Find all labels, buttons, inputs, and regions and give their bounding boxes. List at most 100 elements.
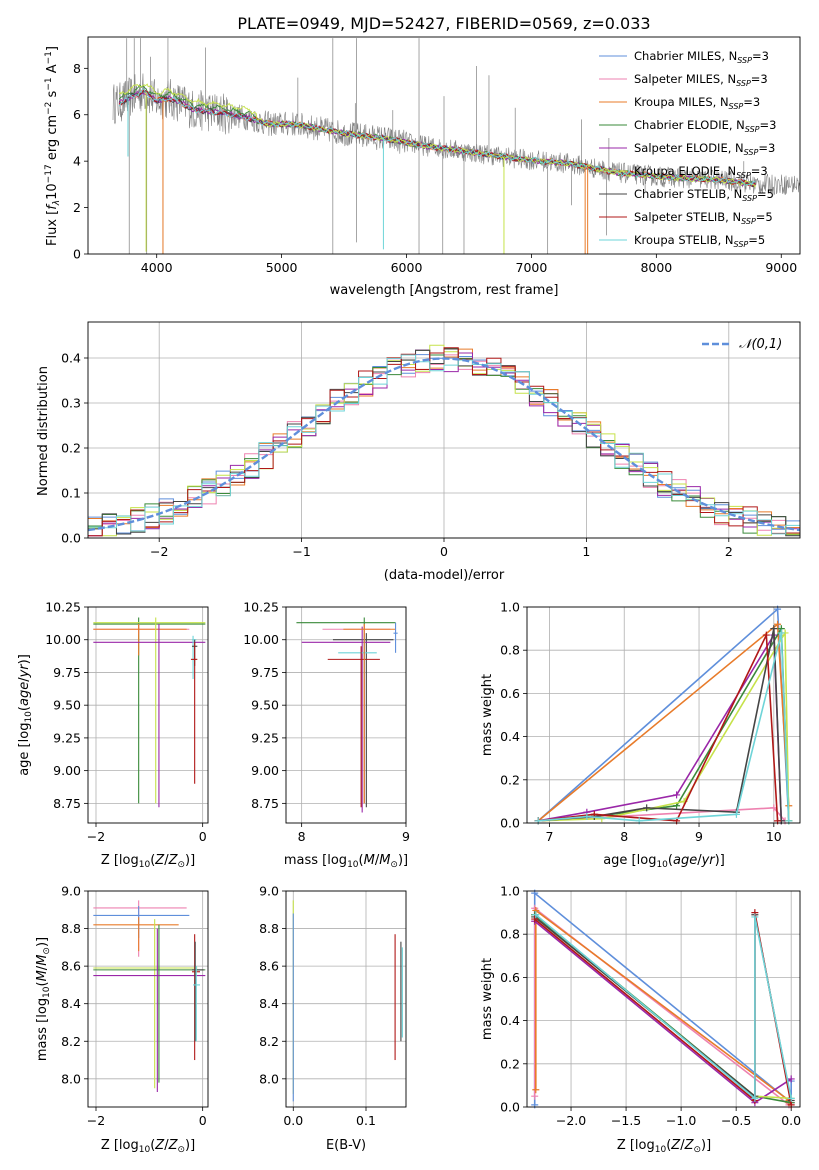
mass-weight-vs-Z-marker-8-2: [751, 913, 759, 921]
mass-vs-Z-ytick-label-5: 9.0: [61, 884, 81, 899]
mass-vs-Z-ytick-label-1: 8.2: [61, 1034, 81, 1049]
age-vs-mass-x-label: mass [log10(M/M⊙)]: [284, 853, 408, 870]
spectrum-legend-subscript-7: SSP: [741, 217, 756, 226]
mass-weight-vs-age-marker-4-2: [673, 791, 681, 799]
svg-text:mass [log10(M/M⊙)]: mass [log10(M/M⊙)]: [35, 937, 52, 1061]
mass-vs-ebv-ytick-label-3: 8.6: [259, 959, 279, 974]
mass-weight-vs-Z-xtick-label-0: −2.0: [556, 1113, 586, 1128]
spectrum-frame: [87, 36, 801, 255]
mass-vs-ebv-xtick-label-0: 0.0: [283, 1113, 303, 1128]
mass-weight-vs-Z-series-8: [535, 914, 792, 1101]
residuals-legend: 𝒩(0,1): [702, 337, 782, 352]
spectrum-legend-label-3: Chabrier ELODIE, NSSP=3: [634, 118, 776, 134]
spectrum-legend-n-6: =5: [757, 187, 774, 201]
spectrum-legend-n-5: =3: [751, 164, 768, 178]
spectrum-xtick-label-0: 4000: [141, 260, 173, 275]
spectrum-title: PLATE=0949, MJD=52427, FIBERID=0569, z=0…: [237, 14, 650, 33]
spectrum-ytick-label-2: 4: [73, 154, 81, 169]
mass-vs-Z-x-label: Z [log10(Z/Z⊙)]: [101, 1138, 195, 1155]
mass-weight-vs-Z-xtick-label-4: 0.0: [781, 1113, 801, 1128]
age-vs-mass-ytick-label-0: 8.75: [251, 796, 279, 811]
mass-weight-vs-Z-marker-4-2: [787, 1075, 795, 1083]
spectrum-xtick-label-1: 5000: [266, 260, 298, 275]
residuals-frame: [87, 321, 801, 539]
spectrum-xtick-label-4: 8000: [640, 260, 672, 275]
mass-weight-vs-age-ytick-label-1: 0.2: [500, 772, 520, 787]
mass-weight-vs-Z-marker-8-1: [751, 1094, 759, 1102]
mass-weight-vs-age-plot: 7 8 9 10 0.0 0.2 0.4 0.6 0.8 1.0: [500, 600, 801, 844]
mass-weight-vs-Z-xtick-label-2: −1.0: [666, 1113, 696, 1128]
age-vs-mass-ytick-label-4: 9.75: [251, 665, 279, 680]
residuals-histogram-series-8: [88, 354, 800, 535]
spectrum-legend-label-4: Salpeter ELODIE, NSSP=3: [634, 141, 775, 157]
spectrum-legend-subscript-0: SSP: [737, 56, 752, 65]
spectrum-legend-subscript-2: SSP: [729, 102, 744, 111]
spectrum-legend-label-8: Kroupa STELIB, NSSP=5: [634, 233, 765, 249]
mass-weight-vs-age-ytick-label-3: 0.6: [500, 686, 520, 701]
residuals-x-label: (data-model)/error: [384, 568, 505, 583]
spectrum-legend: Chabrier MILES, NSSP=3 Salpeter MILES, NS…: [599, 49, 776, 249]
spectrum-model-series-7: [118, 88, 757, 187]
spectrum-legend-n-4: =3: [758, 141, 775, 155]
mass-vs-ebv-ytick-label-1: 8.2: [259, 1034, 279, 1049]
age-vs-Z-y-label: age [log10(age/yr)]: [17, 654, 34, 776]
mass-weight-vs-Z-ytick-label-0: 0.0: [500, 1100, 520, 1115]
age-vs-mass-ytick-label-6: 10.25: [243, 600, 279, 615]
mass-weight-vs-age-xtick-label-2: 9: [695, 829, 703, 844]
spectrum-ytick-label-0: 0: [73, 247, 81, 262]
spectrum-legend-label-7: Salpeter STELIB, NSSP=5: [634, 210, 773, 226]
spectrum-legend-n-8: =5: [748, 233, 765, 247]
residuals-y-label: Normed distribution: [36, 366, 51, 496]
mass-weight-vs-age-marker-6-2: [643, 804, 651, 812]
residuals-ytick-label-4: 0.4: [61, 351, 81, 366]
age-vs-mass-ytick-label-5: 10.00: [243, 632, 279, 647]
mass-vs-ebv-frame: [285, 890, 407, 1108]
spectrum-legend-n-1: =3: [751, 72, 768, 86]
spectrum-legend-n-0: =3: [752, 49, 769, 63]
age-vs-mass-xtick-label-1: 9: [402, 829, 410, 844]
mass-vs-ebv-ytick-label-0: 8.0: [259, 1071, 279, 1086]
spectrum-legend-label-6: Chabrier STELIB, NSSP=5: [634, 187, 774, 203]
mass-weight-vs-age-frame: [526, 606, 801, 824]
mass-vs-Z-ytick-label-3: 8.6: [61, 959, 81, 974]
svg-text:age [log10(age/yr)]: age [log10(age/yr)]: [603, 853, 725, 870]
residuals-histogram-series-6: [88, 348, 800, 537]
svg-text:age [log10(age/yr)]: age [log10(age/yr)]: [17, 654, 34, 776]
mass-weight-vs-Z-xtick-label-3: −0.5: [721, 1113, 751, 1128]
mass-vs-ebv-plot: 0.0 0.1 8.0 8.2 8.4 8.6 8.8 9.0: [259, 884, 407, 1128]
age-vs-Z-plot: −2 0 8.75 9.00 9.25 9.50 9.75 10.00 10.25: [45, 600, 209, 844]
mass-vs-Z-xtick-label-1: 0: [199, 1113, 207, 1128]
mass-vs-ebv-ytick-label-4: 8.8: [259, 921, 279, 936]
mass-weight-vs-Z-ytick-label-5: 1.0: [500, 884, 520, 899]
mass-weight-vs-Z-marker-7-0: [531, 915, 539, 923]
mass-vs-ebv-x-label: E(B-V): [326, 1138, 366, 1153]
mass-weight-vs-Z-y-label: mass weight: [480, 958, 495, 1040]
residuals-xtick-label-1: −1: [292, 544, 310, 559]
age-vs-Z-ytick-label-3: 9.50: [53, 698, 81, 713]
residuals-xtick-label-2: 0: [440, 544, 448, 559]
age-vs-mass-xtick-label-0: 8: [298, 829, 306, 844]
spectrum-legend-n-7: =5: [756, 210, 773, 224]
svg-text:Z [log10(Z/Z⊙)]: Z [log10(Z/Z⊙)]: [617, 1138, 711, 1155]
spectrum-xtick-label-3: 7000: [516, 260, 548, 275]
mass-weight-vs-age-xtick-label-1: 8: [620, 829, 628, 844]
age-vs-Z-ytick-label-1: 9.00: [53, 763, 81, 778]
age-vs-mass-ytick-label-1: 9.00: [251, 763, 279, 778]
mass-weight-vs-Z-ytick-label-2: 0.4: [500, 1013, 520, 1028]
mass-weight-vs-Z-ytick-label-4: 0.8: [500, 927, 520, 942]
mass-weight-vs-age-x-label: age [log10(age/yr)]: [603, 853, 725, 870]
mass-weight-vs-age-xtick-label-0: 7: [545, 829, 553, 844]
age-vs-Z-x-label: Z [log10(Z/Z⊙)]: [101, 853, 195, 870]
spectrum-ytick-label-3: 6: [73, 107, 81, 122]
spectrum-xtick-label-2: 6000: [391, 260, 423, 275]
age-vs-mass-ytick-label-3: 9.50: [251, 698, 279, 713]
mass-vs-Z-ytick-label-2: 8.4: [61, 996, 81, 1011]
mass-vs-Z-plot: −2 0 8.0 8.2 8.4 8.6 8.8 9.0: [61, 884, 209, 1128]
mass-weight-vs-Z-marker-8-3: [787, 1094, 795, 1102]
mass-weight-vs-age-ytick-label-4: 0.8: [500, 643, 520, 658]
residuals-ytick-label-1: 0.1: [61, 486, 81, 501]
spectrum-legend-label-0: Chabrier MILES, NSSP=3: [634, 49, 769, 65]
mass-weight-vs-Z-ytick-label-3: 0.6: [500, 970, 520, 985]
spectrum-plot: 4000 5000 6000 7000 8000 9000 0 2 4 6 8: [73, 36, 801, 275]
